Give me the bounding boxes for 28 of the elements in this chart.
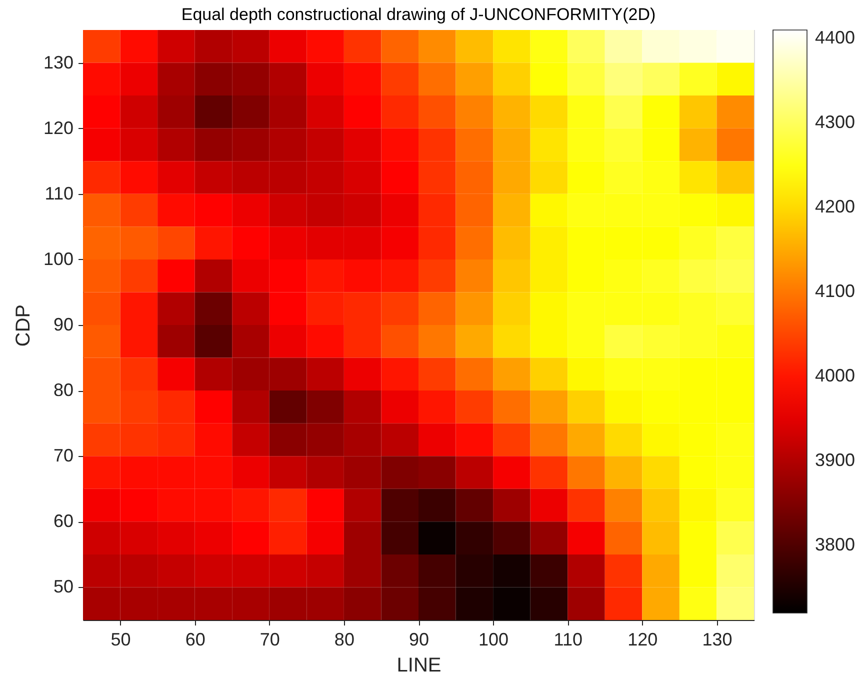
color-bar-label: 3900 xyxy=(815,450,856,470)
color-bar-label: 4200 xyxy=(815,196,856,216)
y-axis-title: CDP xyxy=(12,304,34,347)
x-tick-label: 110 xyxy=(554,630,582,650)
x-tick-label: 120 xyxy=(628,630,658,650)
y-tick-label: 90 xyxy=(53,314,74,334)
chart-title: Equal depth constructional drawing of J-UNCONFORMITY(2D) xyxy=(181,5,656,24)
y-tick-label: 100 xyxy=(43,248,74,269)
x-tick-label: 80 xyxy=(334,630,354,650)
color-bar-label: 4100 xyxy=(815,280,856,301)
x-tick-label: 130 xyxy=(702,630,732,650)
y-tick-label: 120 xyxy=(43,118,74,138)
x-tick-label: 100 xyxy=(478,630,509,650)
y-tick-label: 50 xyxy=(53,576,74,597)
color-bar-label: 4000 xyxy=(815,365,856,386)
y-tick-label: 110 xyxy=(44,183,74,204)
x-tick-label: 60 xyxy=(185,630,206,650)
color-bar-label: 4400 xyxy=(815,27,856,48)
y-tick-label: 60 xyxy=(53,511,74,532)
x-tick-label: 70 xyxy=(260,630,280,650)
y-tick-label: 80 xyxy=(53,380,74,400)
y-tick-label: 70 xyxy=(53,446,74,466)
x-axis-title: LINE xyxy=(396,654,442,676)
x-tick-label: 50 xyxy=(110,630,131,650)
x-tick-label: 90 xyxy=(408,630,430,650)
color-bar-label: 3800 xyxy=(815,534,856,554)
color-bar-label: 4300 xyxy=(815,112,856,132)
y-tick-label: 130 xyxy=(43,52,74,72)
